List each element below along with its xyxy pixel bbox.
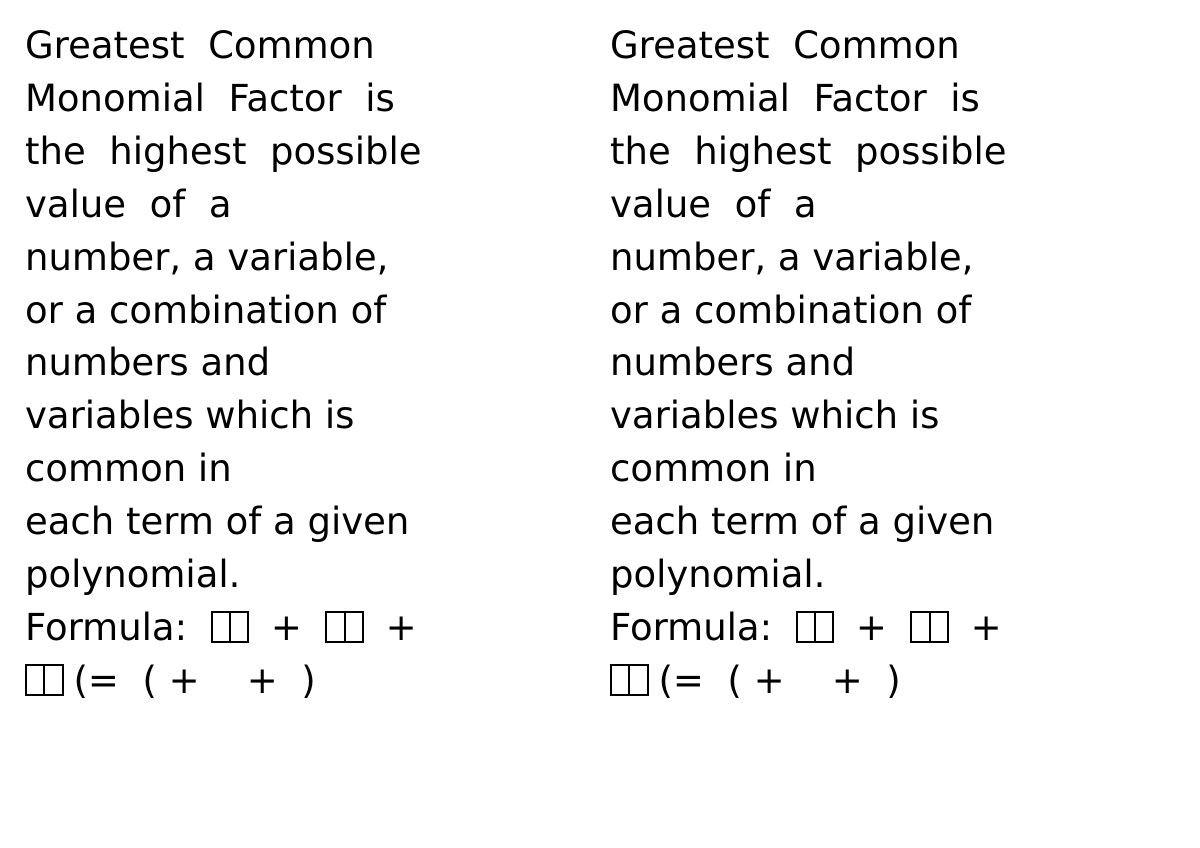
close-paren: )	[886, 659, 900, 702]
formula-label: Formula:	[610, 606, 772, 649]
word: is	[950, 77, 980, 120]
text-line: common in	[610, 443, 1175, 496]
close-paren: )	[301, 659, 315, 702]
text-line: the highest possible	[610, 126, 1175, 179]
text-line: variables which is	[25, 390, 590, 443]
word: value	[25, 183, 126, 226]
placeholder-glyph-icon	[929, 611, 949, 642]
text-line: Greatest Common	[25, 20, 590, 73]
right-column: Greatest Common Monomial Factor is the h…	[610, 20, 1175, 828]
text-line: Greatest Common	[610, 20, 1175, 73]
open-paren: (	[727, 659, 741, 702]
word: Monomial	[610, 77, 790, 120]
open-paren: (	[142, 659, 156, 702]
placeholder-glyph-icon	[325, 611, 345, 642]
plus-operator: +	[856, 606, 887, 649]
formula-line-1: Formula: + +	[25, 602, 590, 655]
placeholder-glyph-icon	[628, 664, 648, 695]
placeholder-glyph-icon	[25, 664, 45, 695]
word: value	[610, 183, 711, 226]
text-line: number, a variable,	[25, 232, 590, 285]
left-column: Greatest Common Monomial Factor is the h…	[25, 20, 590, 828]
word: possible	[855, 130, 1007, 173]
word: a	[209, 183, 232, 226]
word: of	[735, 183, 771, 226]
placeholder-glyph-icon	[229, 611, 249, 642]
word: Monomial	[25, 77, 205, 120]
word: highest	[109, 130, 246, 173]
word: Common	[793, 24, 960, 67]
word: Greatest	[610, 24, 770, 67]
formula-line-2: (= ( + + )	[25, 655, 590, 708]
word: possible	[270, 130, 422, 173]
word: of	[150, 183, 186, 226]
text-line: Monomial Factor is	[610, 73, 1175, 126]
placeholder-glyph-icon	[796, 611, 816, 642]
text-line: numbers and	[610, 337, 1175, 390]
text-line: the highest possible	[25, 126, 590, 179]
word: a	[794, 183, 817, 226]
text-line: common in	[25, 443, 590, 496]
text-line: variables which is	[610, 390, 1175, 443]
word: the	[610, 130, 671, 173]
text-line: or a combination of	[610, 285, 1175, 338]
text-line: Monomial Factor is	[25, 73, 590, 126]
eq-open: (=	[658, 659, 703, 702]
plus-operator: +	[971, 606, 1002, 649]
placeholder-glyph-icon	[211, 611, 231, 642]
placeholder-glyph-icon	[814, 611, 834, 642]
text-line: number, a variable,	[610, 232, 1175, 285]
plus-operator: +	[247, 659, 278, 702]
word: Factor	[228, 77, 341, 120]
text-line: polynomial.	[25, 549, 590, 602]
text-line: numbers and	[25, 337, 590, 390]
text-line: polynomial.	[610, 549, 1175, 602]
placeholder-glyph-icon	[910, 611, 930, 642]
formula-line-1: Formula: + +	[610, 602, 1175, 655]
plus-operator: +	[169, 659, 200, 702]
eq-open: (=	[73, 659, 118, 702]
placeholder-glyph-icon	[610, 664, 630, 695]
text-line: value of a	[610, 179, 1175, 232]
word: Factor	[813, 77, 926, 120]
text-line: value of a	[25, 179, 590, 232]
word: Common	[208, 24, 375, 67]
text-line: each term of a given	[610, 496, 1175, 549]
word: highest	[694, 130, 831, 173]
formula-line-2: (= ( + + )	[610, 655, 1175, 708]
plus-operator: +	[754, 659, 785, 702]
plus-operator: +	[271, 606, 302, 649]
word: Greatest	[25, 24, 185, 67]
text-line: each term of a given	[25, 496, 590, 549]
document-container: Greatest Common Monomial Factor is the h…	[25, 20, 1175, 828]
placeholder-glyph-icon	[43, 664, 63, 695]
formula-label: Formula:	[25, 606, 187, 649]
word: is	[365, 77, 395, 120]
placeholder-glyph-icon	[344, 611, 364, 642]
word: the	[25, 130, 86, 173]
plus-operator: +	[832, 659, 863, 702]
text-line: or a combination of	[25, 285, 590, 338]
plus-operator: +	[386, 606, 417, 649]
